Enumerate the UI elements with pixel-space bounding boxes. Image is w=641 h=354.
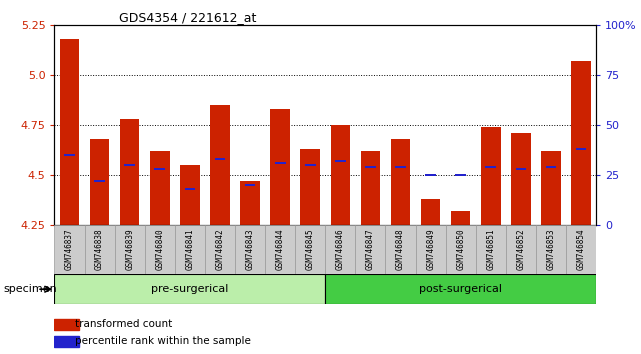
Text: GSM746850: GSM746850 bbox=[456, 228, 465, 270]
Bar bbox=[64, 154, 75, 156]
Bar bbox=[94, 179, 105, 182]
Bar bbox=[355, 225, 385, 274]
Bar bbox=[154, 167, 165, 170]
Bar bbox=[210, 105, 229, 225]
Bar bbox=[391, 139, 410, 225]
Text: GSM746848: GSM746848 bbox=[396, 228, 405, 270]
Bar bbox=[385, 225, 415, 274]
Text: GSM746853: GSM746853 bbox=[547, 228, 556, 270]
Bar bbox=[115, 225, 145, 274]
Bar bbox=[421, 199, 440, 225]
Bar bbox=[576, 148, 587, 150]
Text: percentile rank within the sample: percentile rank within the sample bbox=[74, 336, 251, 346]
Bar bbox=[515, 167, 526, 170]
Text: specimen: specimen bbox=[3, 284, 57, 294]
Text: GSM746839: GSM746839 bbox=[125, 228, 134, 270]
Text: GSM746851: GSM746851 bbox=[487, 228, 495, 270]
Bar bbox=[326, 225, 355, 274]
Bar bbox=[240, 181, 260, 225]
Bar bbox=[296, 225, 326, 274]
Bar bbox=[506, 225, 536, 274]
Bar bbox=[85, 225, 115, 274]
Bar bbox=[180, 165, 200, 225]
Bar bbox=[511, 133, 531, 225]
Bar bbox=[271, 109, 290, 225]
Bar bbox=[275, 161, 285, 164]
Bar bbox=[445, 225, 476, 274]
Bar bbox=[54, 274, 326, 304]
Bar bbox=[90, 139, 110, 225]
Text: GSM746852: GSM746852 bbox=[517, 228, 526, 270]
Bar bbox=[415, 225, 445, 274]
Text: GSM746840: GSM746840 bbox=[155, 228, 164, 270]
Bar bbox=[120, 119, 140, 225]
Text: GSM746846: GSM746846 bbox=[336, 228, 345, 270]
Bar bbox=[361, 151, 380, 225]
Bar bbox=[326, 274, 596, 304]
Bar bbox=[455, 173, 466, 176]
Bar bbox=[335, 160, 345, 162]
Text: pre-surgerical: pre-surgerical bbox=[151, 284, 229, 295]
Text: GSM746847: GSM746847 bbox=[366, 228, 375, 270]
Bar bbox=[305, 164, 315, 166]
Bar bbox=[215, 158, 226, 160]
Bar bbox=[175, 225, 205, 274]
Text: GSM746844: GSM746844 bbox=[276, 228, 285, 270]
Text: GSM746849: GSM746849 bbox=[426, 228, 435, 270]
Bar bbox=[301, 149, 320, 225]
Bar bbox=[54, 336, 79, 347]
Text: post-surgerical: post-surgerical bbox=[419, 284, 502, 295]
Text: GSM746845: GSM746845 bbox=[306, 228, 315, 270]
Bar bbox=[571, 61, 591, 225]
Text: GSM746842: GSM746842 bbox=[215, 228, 224, 270]
Bar bbox=[476, 225, 506, 274]
Bar bbox=[541, 151, 561, 225]
Bar bbox=[365, 166, 376, 168]
Bar bbox=[331, 125, 350, 225]
Bar bbox=[425, 173, 436, 176]
Bar bbox=[185, 188, 196, 190]
Bar bbox=[205, 225, 235, 274]
Bar bbox=[60, 39, 79, 225]
Bar bbox=[481, 127, 501, 225]
Text: GSM746854: GSM746854 bbox=[577, 228, 586, 270]
Bar bbox=[124, 164, 135, 166]
Bar bbox=[54, 225, 85, 274]
Text: GSM746841: GSM746841 bbox=[185, 228, 194, 270]
Bar bbox=[265, 225, 296, 274]
Bar bbox=[145, 225, 175, 274]
Text: GSM746837: GSM746837 bbox=[65, 228, 74, 270]
Bar bbox=[566, 225, 596, 274]
Bar bbox=[485, 166, 496, 168]
Bar bbox=[451, 211, 470, 225]
Bar bbox=[545, 166, 556, 168]
Text: GDS4354 / 221612_at: GDS4354 / 221612_at bbox=[119, 11, 257, 24]
Text: GSM746838: GSM746838 bbox=[95, 228, 104, 270]
Bar bbox=[395, 166, 406, 168]
Bar bbox=[245, 184, 256, 186]
Bar bbox=[150, 151, 170, 225]
Text: GSM746843: GSM746843 bbox=[246, 228, 254, 270]
Text: transformed count: transformed count bbox=[74, 319, 172, 329]
Bar bbox=[536, 225, 566, 274]
Bar bbox=[235, 225, 265, 274]
Bar bbox=[54, 319, 79, 330]
